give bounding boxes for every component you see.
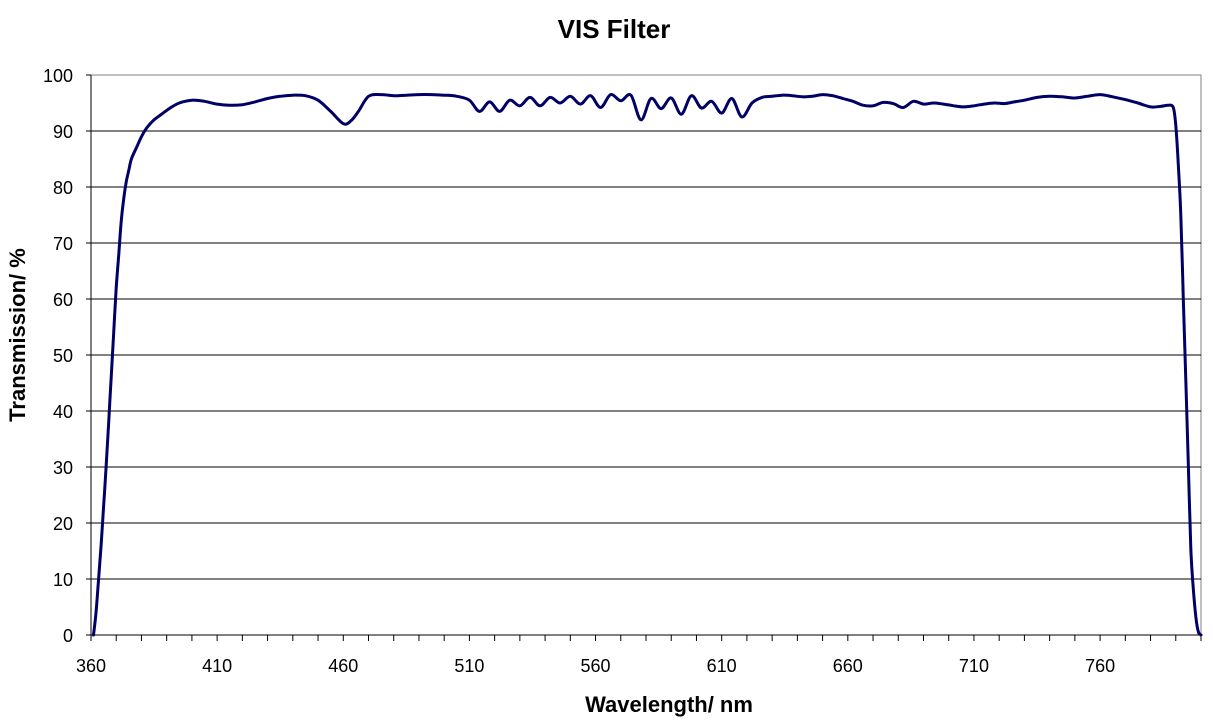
- y-tick-label: 20: [53, 514, 73, 534]
- y-axis-ticks: 0 10 20 30 40 50 60 70 80 90 100: [43, 66, 91, 646]
- x-tick-label: 760: [1085, 656, 1115, 676]
- transmission-curve: [92, 92, 1203, 637]
- gridlines: [91, 130, 1201, 580]
- x-tick-label: 660: [833, 656, 863, 676]
- x-axis-label: Wavelength/ nm: [585, 692, 753, 717]
- plot-area: 0 10 20 30 40 50 60 70 80 90 100 360 410 460 510 560 61…: [43, 66, 1203, 676]
- y-tick-label: 50: [53, 346, 73, 366]
- y-tick-label: 30: [53, 458, 73, 478]
- chart-title: VIS Filter: [558, 14, 671, 44]
- y-tick-label: 40: [53, 402, 73, 422]
- x-tick-label: 360: [76, 656, 106, 676]
- x-tick-label: 710: [959, 656, 989, 676]
- y-tick-label: 100: [43, 66, 73, 86]
- x-tick-label: 460: [328, 656, 358, 676]
- y-tick-label: 0: [63, 626, 73, 646]
- x-tick-label: 410: [202, 656, 232, 676]
- x-tick-label: 610: [707, 656, 737, 676]
- y-tick-label: 90: [53, 122, 73, 142]
- y-tick-label: 10: [53, 570, 73, 590]
- y-tick-label: 60: [53, 290, 73, 310]
- x-axis-ticks: 360 410 460 510 560 610 660 710 760: [76, 635, 1202, 676]
- x-tick-label: 510: [454, 656, 484, 676]
- y-axis-label: Transmission/ %: [5, 248, 30, 422]
- y-tick-label: 80: [53, 178, 73, 198]
- y-tick-label: 70: [53, 234, 73, 254]
- x-tick-label: 560: [581, 656, 611, 676]
